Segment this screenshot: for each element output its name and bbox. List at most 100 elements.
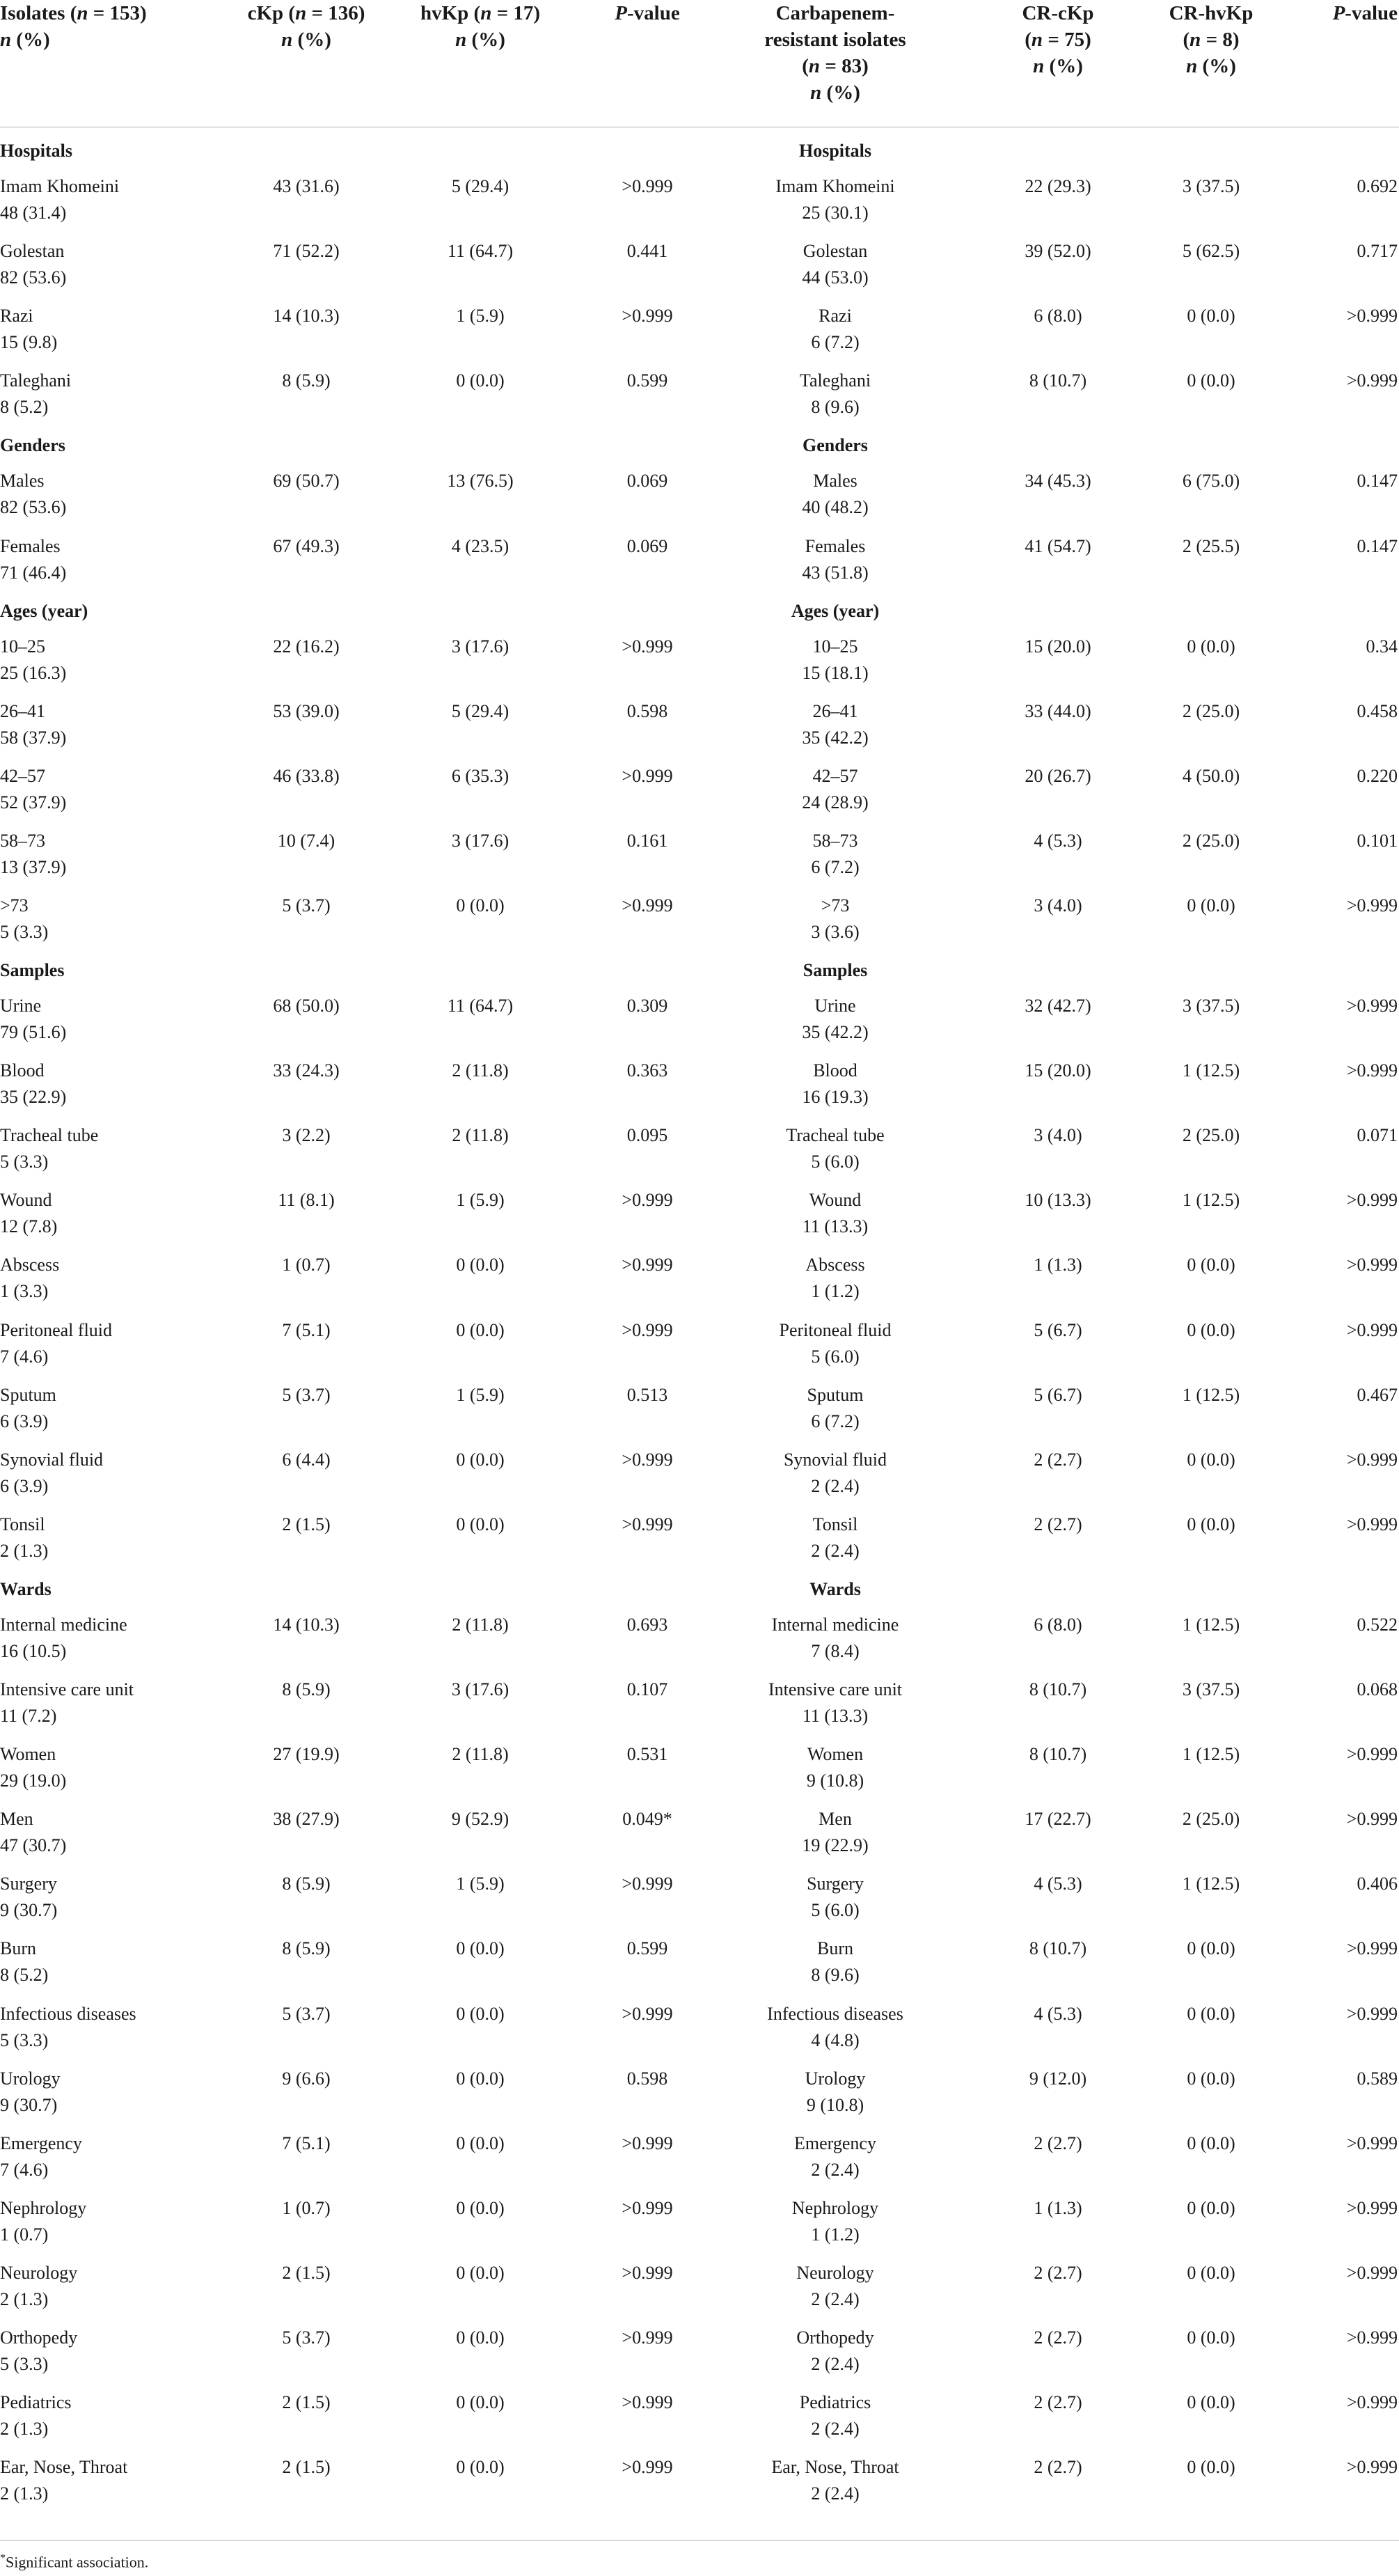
cr-p-value: >0.999: [1346, 2004, 1398, 2024]
cr-p-value: >0.999: [1346, 2327, 1398, 2348]
cr-isolates-count: 19 (22.9): [802, 1835, 869, 1855]
isolates-count: 6 (3.9): [0, 1476, 49, 1496]
row-label: Males: [0, 471, 45, 491]
cr-hvkp-count: 0 (0.0): [1187, 1320, 1235, 1340]
isolates-count: 5 (3.3): [0, 2030, 49, 2050]
ckp-count: 43 (31.6): [273, 176, 340, 196]
header-hvkp: hvKp (n = 17) n (%): [420, 2, 541, 51]
hvkp-count: 1 (5.9): [456, 1190, 505, 1210]
table-row: 42–57 52 (37.9) 46 (33.8) 6 (35.3) >0.999 42–…: [0, 763, 1399, 828]
cr-p-value: >0.999: [1346, 1938, 1398, 1958]
hvkp-count: 0 (0.0): [456, 2133, 505, 2153]
cr-p-value: >0.999: [1346, 1809, 1398, 1829]
hvkp-count: 0 (0.0): [456, 1514, 505, 1534]
p-value: >0.999: [622, 1874, 673, 1894]
table-row: Females 71 (46.4) 67 (49.3) 4 (23.5) 0.069 Fe…: [0, 533, 1399, 598]
cr-isolates-count: 44 (53.0): [802, 267, 869, 288]
cr-ckp-count: 6 (8.0): [1034, 1615, 1082, 1635]
row-label: Females: [0, 536, 61, 556]
isolates-count: 2 (1.3): [0, 2483, 49, 2504]
cr-hvkp-count: 0 (0.0): [1187, 370, 1235, 391]
cr-hvkp-count: 0 (0.0): [1187, 1514, 1235, 1534]
section-header: Samples Samples: [0, 957, 1399, 992]
table-row: Abscess 1 (3.3) 1 (0.7) 0 (0.0) >0.999 Absces…: [0, 1252, 1399, 1317]
ckp-count: 27 (19.9): [273, 1744, 340, 1764]
cr-isolates-count: 2 (2.4): [811, 1541, 860, 1561]
row-label: 26–41: [0, 701, 45, 721]
cr-p-value: 0.068: [1357, 1679, 1398, 1699]
cr-ckp-count: 15 (20.0): [1025, 1060, 1091, 1081]
ckp-count: 9 (6.6): [282, 2068, 331, 2089]
hvkp-count: 1 (5.9): [456, 1874, 505, 1894]
p-value: >0.999: [622, 1320, 673, 1340]
cr-isolates-count: 8 (9.6): [811, 1965, 860, 1985]
hvkp-count: 0 (0.0): [456, 1320, 505, 1340]
row-label: Abscess: [0, 1255, 60, 1275]
cr-isolates-count: 5 (6.0): [811, 1346, 860, 1367]
row-label: Burn: [0, 1938, 36, 1958]
hvkp-count: 0 (0.0): [456, 2327, 505, 2348]
header-pvalue-2: P-value: [1332, 2, 1398, 24]
cr-row-label: Tracheal tube: [786, 1125, 885, 1145]
cr-isolates-count: 2 (2.4): [811, 2419, 860, 2439]
cr-isolates-count: 16 (19.3): [802, 1087, 869, 1107]
isolates-count: 47 (30.7): [0, 1835, 67, 1855]
cr-row-label: Nephrology: [791, 2198, 879, 2218]
hvkp-count: 0 (0.0): [456, 1938, 505, 1958]
isolates-count: 71 (46.4): [0, 563, 67, 583]
p-value: >0.999: [622, 2457, 673, 2477]
hvkp-count: 0 (0.0): [456, 370, 505, 391]
cr-p-value: >0.999: [1346, 2457, 1398, 2477]
ckp-count: 68 (50.0): [273, 996, 340, 1016]
cr-ckp-count: 2 (2.7): [1034, 2133, 1082, 2153]
p-value: 0.531: [626, 1744, 668, 1764]
ckp-count: 38 (27.9): [273, 1809, 340, 1829]
section-label: Samples: [0, 960, 65, 981]
row-label: Ear, Nose, Throat: [0, 2457, 128, 2477]
isolates-count: 8 (5.2): [0, 1965, 49, 1985]
cr-row-label: Urine: [814, 996, 856, 1016]
p-value: >0.999: [622, 2004, 673, 2024]
cr-isolates-count: 35 (42.2): [802, 1022, 869, 1042]
cr-p-value: 0.717: [1357, 241, 1398, 261]
cr-p-value: 0.071: [1357, 1125, 1398, 1145]
cr-p-value: >0.999: [1346, 1744, 1398, 1764]
hvkp-count: 5 (29.4): [451, 176, 509, 196]
p-value: 0.363: [626, 1060, 668, 1081]
ckp-count: 33 (24.3): [273, 1060, 340, 1081]
table-row: Infectious diseases 5 (3.3) 5 (3.7) 0 (0.0)…: [0, 2001, 1399, 2066]
ckp-count: 53 (39.0): [273, 701, 340, 721]
p-value: 0.599: [626, 370, 668, 391]
section-label-cr: Ages (year): [791, 600, 880, 621]
hvkp-count: 1 (5.9): [456, 306, 505, 326]
isolates-count: 52 (37.9): [0, 792, 67, 812]
cr-hvkp-count: 1 (12.5): [1182, 1385, 1240, 1405]
table-row: >73 5 (3.3) 5 (3.7) 0 (0.0) >0.999 >73 3 (3.6)…: [0, 893, 1399, 957]
cr-row-label: Sputum: [807, 1385, 864, 1405]
isolates-count: 11 (7.2): [0, 1706, 57, 1726]
p-value: >0.999: [622, 636, 673, 657]
cr-ckp-count: 4 (5.3): [1034, 2004, 1082, 2024]
cr-ckp-count: 8 (10.7): [1029, 1938, 1087, 1958]
table-row: Tonsil 2 (1.3) 2 (1.5) 0 (0.0) >0.999 Tonsil 2…: [0, 1511, 1399, 1576]
ckp-count: 22 (16.2): [273, 636, 340, 657]
hvkp-count: 11 (64.7): [447, 996, 514, 1016]
ckp-count: 8 (5.9): [282, 1679, 331, 1699]
hvkp-count: 0 (0.0): [456, 1450, 505, 1470]
cr-p-value: >0.999: [1346, 306, 1398, 326]
cr-ckp-count: 2 (2.7): [1034, 2457, 1082, 2477]
cr-row-label: Men: [819, 1809, 852, 1829]
cr-row-label: Golestan: [803, 241, 868, 261]
cr-ckp-count: 17 (22.7): [1025, 1809, 1091, 1829]
table-row: Nephrology 1 (0.7) 1 (0.7) 0 (0.0) >0.999 Nep…: [0, 2195, 1399, 2260]
section-label-cr: Genders: [803, 435, 868, 456]
cr-isolates-count: 7 (8.4): [811, 1641, 860, 1661]
cr-ckp-count: 1 (1.3): [1034, 2198, 1082, 2218]
isolates-count: 2 (1.3): [0, 2419, 49, 2439]
ckp-count: 1 (0.7): [282, 2198, 331, 2218]
ckp-count: 46 (33.8): [273, 766, 340, 786]
p-value: 0.095: [626, 1125, 668, 1145]
cr-hvkp-count: 0 (0.0): [1187, 636, 1235, 657]
cr-hvkp-count: 1 (12.5): [1182, 1615, 1240, 1635]
cr-hvkp-count: 1 (12.5): [1182, 1874, 1240, 1894]
